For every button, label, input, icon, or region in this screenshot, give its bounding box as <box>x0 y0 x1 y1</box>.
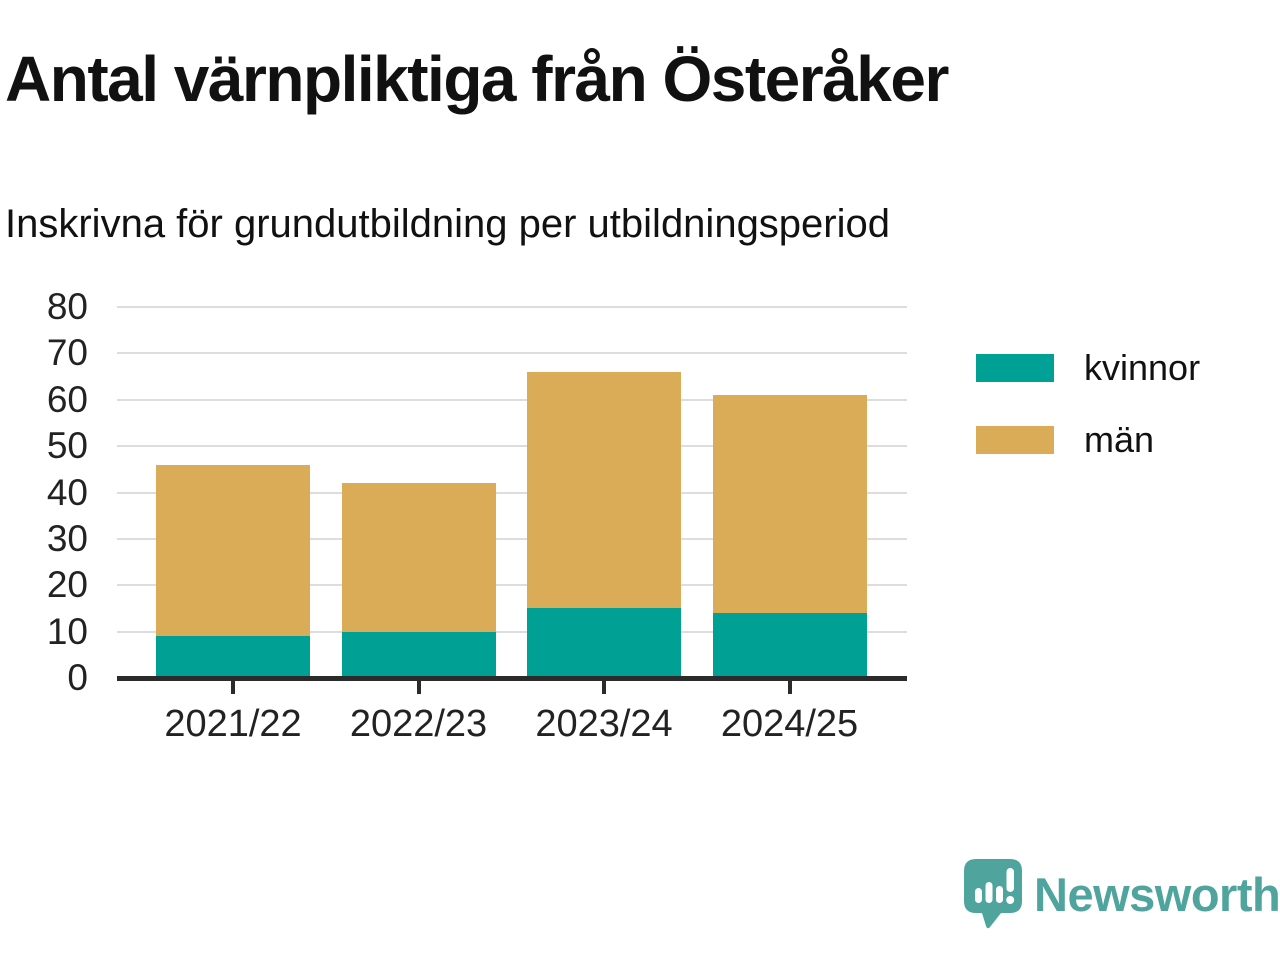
y-tick-label-80: 80 <box>46 286 88 327</box>
gridline-y-40 <box>117 491 907 494</box>
gridline-y-80 <box>117 306 907 308</box>
brand-logo: Newsworthy <box>962 856 1280 932</box>
bar-segment-män <box>712 395 867 614</box>
x-tick-mark <box>787 681 792 694</box>
legend: kvinnor män <box>976 347 1200 491</box>
y-tick-label-40: 40 <box>46 471 88 513</box>
bar-2023-24 <box>527 307 681 678</box>
y-tick-label-0: 0 <box>67 657 88 698</box>
y-tick-label-50: 50 <box>46 425 88 467</box>
gridline-y-50 <box>117 445 907 448</box>
gridline-y-10 <box>117 630 907 633</box>
x-tick-mark <box>231 681 235 694</box>
bar-segment-män <box>156 464 310 637</box>
legend-item-kvinnor: kvinnor <box>976 347 1200 389</box>
bar-segment-män <box>527 371 681 609</box>
x-tick-label-2022-23: 2022/23 <box>349 703 488 745</box>
bar-segment-kvinnor <box>712 613 867 678</box>
brand-name: Newsworthy <box>1034 867 1280 921</box>
x-tick-mark <box>602 681 606 694</box>
gridline-y-30 <box>117 537 907 540</box>
bar-segment-kvinnor <box>527 608 681 678</box>
bar-segment-kvinnor <box>341 631 496 678</box>
bar-2024-25 <box>712 307 867 678</box>
legend-label: män <box>1084 419 1155 460</box>
bar-2021-22 <box>156 307 310 678</box>
x-tick-label-2024-25: 2024/25 <box>720 703 859 745</box>
x-axis-line <box>117 676 907 681</box>
legend-swatch-kvinnor <box>976 354 1054 382</box>
plot-area <box>117 306 907 678</box>
bar-segment-män <box>341 483 496 632</box>
gridline-y-20 <box>117 584 907 587</box>
chart-title: Antal värnpliktiga från Österåker <box>5 43 949 115</box>
gridline-y-70 <box>117 352 907 355</box>
x-tick-mark <box>416 681 421 694</box>
legend-label: kvinnor <box>1084 347 1201 388</box>
x-tick-label-2023-24: 2023/24 <box>535 703 673 745</box>
bar-2022-23 <box>341 307 496 678</box>
newsworthy-logo-icon <box>964 859 1022 929</box>
legend-item-man: män <box>976 419 1200 461</box>
gridline-y-60 <box>117 398 907 401</box>
y-tick-label-60: 60 <box>46 378 88 420</box>
chart-subtitle: Inskrivna för grundutbildning per utbild… <box>5 202 890 246</box>
y-tick-label-10: 10 <box>46 610 88 652</box>
legend-swatch-man <box>976 426 1054 454</box>
y-tick-label-20: 20 <box>46 564 88 606</box>
x-tick-label-2021-22: 2021/22 <box>164 703 302 745</box>
y-tick-label-70: 70 <box>46 332 88 374</box>
y-tick-label-30: 30 <box>46 517 88 559</box>
bar-segment-kvinnor <box>156 636 310 678</box>
